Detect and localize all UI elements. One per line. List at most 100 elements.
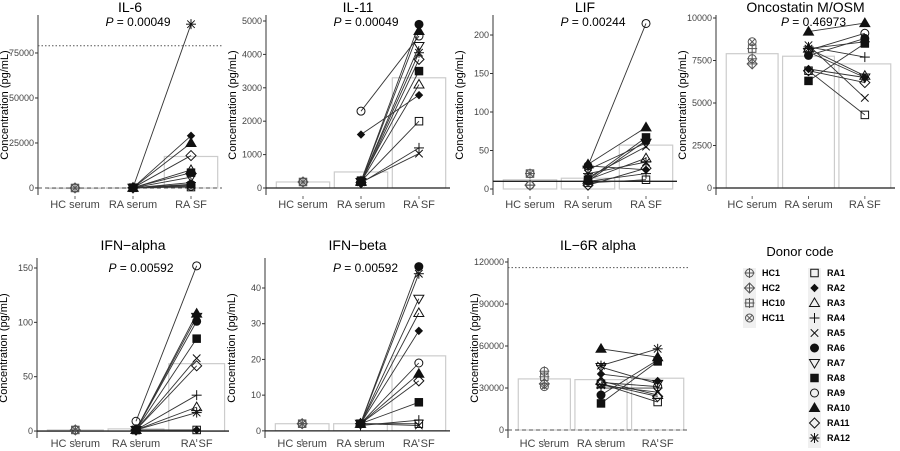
legend-label: HC11: [762, 313, 785, 323]
legend-label: RA10: [827, 403, 850, 413]
legend-key-RA5: [810, 328, 819, 338]
x-tick-label: HC serum: [51, 438, 101, 450]
mark-shape: [810, 268, 819, 278]
x-tick-label: RA serum: [336, 438, 384, 450]
mark-line: [414, 421, 423, 430]
legend-label: RA7: [827, 358, 845, 368]
y-tick-label: 2000: [242, 116, 262, 126]
pair-line-RA5: [135, 357, 198, 431]
mark-line: [128, 183, 138, 192]
mark-shape: [596, 399, 606, 408]
mark-line: [356, 177, 366, 186]
point-sf-RA9: [641, 18, 651, 28]
mark-line: [860, 93, 869, 102]
mark-line: [72, 426, 79, 434]
mark-shape: [539, 382, 549, 392]
y-tick-label: 2500: [692, 140, 712, 150]
point-sf-RA11: [859, 76, 871, 89]
mark-shape: [413, 53, 425, 66]
mark-line: [356, 419, 365, 428]
point-sf-RA12: [186, 19, 196, 30]
pair-line-RA1: [360, 120, 420, 182]
x-tick-label: HC serum: [50, 199, 100, 211]
pair-line-RA7: [600, 366, 658, 385]
mark-line: [186, 20, 196, 29]
mark-line: [583, 169, 593, 178]
legend-label: RA11: [827, 418, 850, 428]
pair-line-RA4: [587, 173, 647, 182]
point-sf-RA12: [641, 157, 651, 168]
pair-line-RA7: [360, 298, 420, 424]
x-tick-label: RA serum: [564, 199, 612, 211]
y-tick-label: 0: [257, 183, 262, 193]
pair-line-RA8: [808, 43, 866, 82]
panel-title: Oncostatin M/OSM: [746, 0, 864, 15]
point-sf-RA11: [640, 162, 652, 174]
p-symbol: P: [560, 15, 568, 29]
point-sf-RA8: [192, 334, 201, 343]
y-tick-label: 120000: [474, 257, 504, 267]
pair-line-RA12: [135, 412, 197, 431]
point-sf-RA12: [191, 407, 202, 418]
legend-key-HC10: [744, 298, 755, 308]
point-sf-RA3: [858, 69, 871, 80]
mark-shape: [127, 182, 139, 194]
mark-shape: [298, 177, 308, 187]
mark-shape: [641, 18, 651, 28]
mark-shape: [802, 64, 815, 77]
point-serum-RA2: [596, 369, 606, 379]
legend-key-RA11: [808, 417, 821, 429]
legend-key-RA8: [810, 373, 819, 383]
panel-title: IL-6: [118, 0, 142, 15]
mark-shape: [651, 390, 664, 403]
p-value-label: P = 0.46973: [781, 15, 846, 29]
mark-shape: [413, 42, 425, 53]
y-tick-label: 0: [484, 184, 489, 194]
mark-shape: [651, 379, 664, 390]
y-tick-label: 150: [474, 69, 489, 79]
mark-shape: [414, 66, 424, 76]
point-serum-RA9: [356, 106, 366, 116]
pair-line-RA10: [135, 313, 198, 431]
point-sf-RA12: [413, 268, 424, 279]
point-HC11: [525, 169, 535, 179]
mark-shape: [186, 168, 196, 177]
y-tick-label: 7500: [692, 55, 712, 65]
y-tick-label: 150: [18, 263, 33, 273]
p-value-label: P = 0.00049: [105, 15, 170, 29]
x-tick-label: RA serum: [784, 199, 832, 211]
point-HC11: [298, 177, 308, 187]
panel-title: IL-11: [343, 0, 374, 15]
point-sf-RA7: [412, 294, 425, 305]
point-sf-RA7: [651, 379, 664, 390]
mark-line: [810, 328, 819, 338]
y-axis-label: Concentration (pg/mL): [226, 293, 238, 402]
legend-key-bg: [808, 268, 821, 448]
point-sf-RA10: [651, 351, 664, 362]
point-sf-RA2: [414, 326, 424, 336]
point-sf-RA5: [414, 421, 423, 430]
pair-line-RA7: [587, 142, 647, 171]
legend-key-RA4: [809, 313, 820, 323]
point-sf-RA11: [185, 149, 197, 162]
mark-shape: [192, 261, 202, 271]
pair-line-RA10: [360, 30, 420, 182]
panel-title: IFN−beta: [329, 237, 387, 253]
point-serum-RA12: [355, 418, 366, 429]
y-tick-label: 0: [29, 183, 34, 193]
point-serum-RA11: [127, 182, 139, 194]
pair-line-RA2: [360, 330, 420, 424]
y-tick-label: 200: [474, 30, 489, 40]
mark-shape: [858, 69, 871, 80]
mark-shape: [355, 176, 367, 189]
legend-key-RA2: [810, 283, 819, 293]
mark-line: [71, 184, 79, 192]
y-tick-label: 100: [18, 317, 33, 327]
pair-line-RA3: [360, 312, 420, 424]
p-value: = 0.00244: [568, 15, 625, 29]
y-tick-label: 5000: [242, 16, 262, 26]
mark-line: [299, 178, 307, 186]
mark-shape: [641, 133, 651, 142]
point-sf-RA3: [412, 307, 425, 317]
